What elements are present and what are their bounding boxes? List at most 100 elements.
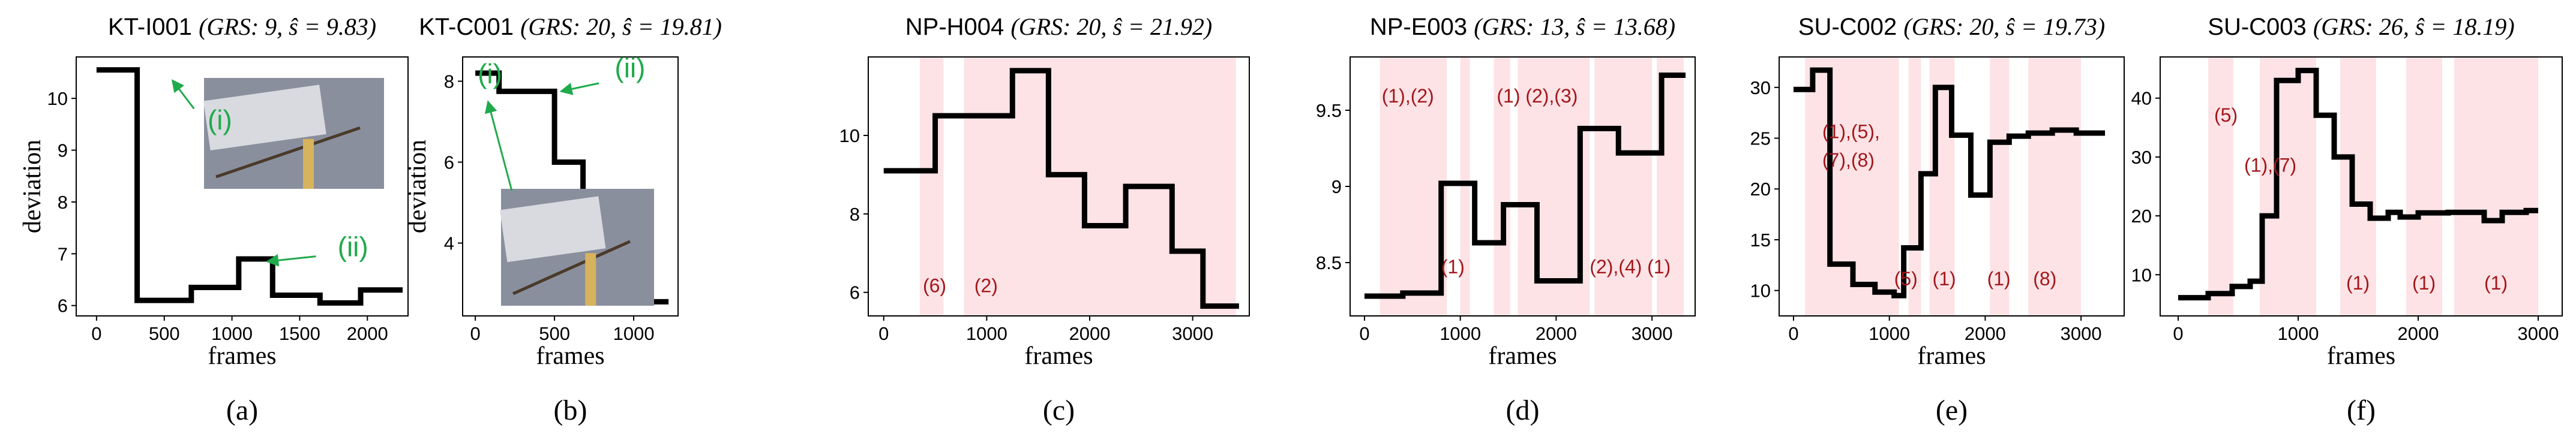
y-tick-label: 10 xyxy=(1750,281,1771,302)
annotation-label: (5) xyxy=(2214,104,2238,126)
inset-photo-tool xyxy=(512,240,631,296)
y-tick-label: 4 xyxy=(444,233,454,254)
x-tick-label: 1000 xyxy=(211,323,253,344)
y-tick-label: 40 xyxy=(2131,88,2152,109)
highlight-band xyxy=(1380,57,1447,316)
annotation-arrow xyxy=(559,82,599,95)
panel-caption: (f) xyxy=(2347,394,2376,426)
series-line xyxy=(2178,68,2538,301)
series-line xyxy=(1793,67,2106,299)
y-tick-label: 8 xyxy=(444,71,454,92)
highlight-band xyxy=(2028,57,2082,316)
x-axis-label: frames xyxy=(1917,342,1986,370)
chart-title-formula: (GRS: 20, ŝ = 21.92) xyxy=(1010,13,1212,40)
chart-title: KT-C001 (GRS: 20, ŝ = 19.81) xyxy=(419,13,722,40)
chart-panel-c: 0 1000 2000 3000 6 8 10 (6) (2) NP-H004 (GRS: 20,… xyxy=(839,13,1250,426)
plot-frame xyxy=(2160,56,2563,317)
annotation-arrow xyxy=(266,254,316,267)
x-axis-label: frames xyxy=(2327,342,2395,370)
annotation-label: (1),(2) xyxy=(1382,85,1434,107)
annotation-label: (1) xyxy=(2346,272,2370,294)
annotation-label-green: (i) xyxy=(208,104,232,135)
series-line xyxy=(1364,72,1686,299)
x-axis-label: frames xyxy=(208,342,276,370)
inset-photo-stripe xyxy=(585,253,596,306)
chart-title-id: KT-C001 xyxy=(419,14,520,40)
chart-title: SU-C002 (GRS: 20, ŝ = 19.73) xyxy=(1798,13,2105,40)
y-tick-label: 9 xyxy=(1332,176,1342,197)
highlight-band xyxy=(1494,57,1510,316)
y-axis-label: deviation xyxy=(19,140,46,233)
plot-frame xyxy=(76,56,409,317)
y-tick-label: 6 xyxy=(444,152,454,173)
x-tick-label: 3000 xyxy=(2518,323,2559,344)
chart-title-formula: (GRS: 13, ŝ = 13.68) xyxy=(1474,13,1675,40)
annotation-label: (8) xyxy=(2033,268,2056,290)
annotation-arrow xyxy=(484,100,513,191)
highlight-band xyxy=(2340,57,2376,316)
x-tick-label: 0 xyxy=(1788,323,1798,344)
panel-caption: (e) xyxy=(1936,394,1968,426)
y-tick-label: 6 xyxy=(850,282,860,303)
chart-panel-a: 0 500 1000 1500 2000 6 7 8 9 10 (i) (ii) KT-I001 (GR… xyxy=(19,13,409,426)
chart-title: NP-E003 (GRS: 13, ŝ = 13.68) xyxy=(1370,13,1675,40)
y-tick-label: 10 xyxy=(839,125,860,146)
x-tick-label: 2000 xyxy=(1965,323,2006,344)
y-tick-label: 9 xyxy=(58,140,68,161)
x-tick-label: 1000 xyxy=(966,323,1007,344)
y-tick-label: 25 xyxy=(1750,128,1771,149)
highlight-band xyxy=(2406,57,2442,316)
annotation-label: (1) xyxy=(1933,268,1956,290)
y-tick-label: 6 xyxy=(58,296,68,317)
y-tick-label: 8 xyxy=(58,192,68,213)
x-tick-label: 500 xyxy=(539,323,570,344)
chart-title-id: SU-C002 xyxy=(1798,14,1904,40)
annotation-label: (1),(5), xyxy=(1822,121,1880,143)
chart-title-id: NP-H004 xyxy=(905,14,1011,40)
highlight-band xyxy=(964,57,1236,316)
x-tick-label: 0 xyxy=(1359,323,1369,344)
x-tick-label: 3000 xyxy=(1172,323,1213,344)
inset-photo-paper xyxy=(203,85,326,150)
inset-photo xyxy=(203,78,384,189)
y-tick-label: 7 xyxy=(58,243,68,264)
x-tick-label: 3000 xyxy=(1632,323,1673,344)
annotation-label: (1) xyxy=(1441,256,1465,278)
y-axis-label: deviation xyxy=(404,140,431,233)
annotation-label: (7),(8) xyxy=(1822,149,1875,171)
panel-caption: (c) xyxy=(1043,394,1075,426)
x-tick-label: 2000 xyxy=(1536,323,1577,344)
y-tick-label: 8 xyxy=(850,204,860,225)
annotation-label: (5) xyxy=(1894,268,1918,290)
y-tick-label: 20 xyxy=(2131,206,2152,227)
y-tick-label: 10 xyxy=(2131,264,2152,285)
highlight-band xyxy=(1594,57,1653,316)
annotation-label-green: (ii) xyxy=(338,231,368,263)
annotation-label: (1) xyxy=(1987,268,2011,290)
highlight-band xyxy=(1990,57,2010,316)
x-tick-label: 0 xyxy=(2173,323,2183,344)
highlight-band xyxy=(2208,57,2233,316)
panel-caption: (a) xyxy=(226,394,258,426)
annotation-arrow xyxy=(171,79,195,110)
x-axis-label: frames xyxy=(1024,342,1093,370)
x-tick-label: 1000 xyxy=(1440,323,1481,344)
x-tick-label: 500 xyxy=(149,323,180,344)
panel-caption: (b) xyxy=(554,394,587,426)
inset-photo xyxy=(500,189,654,306)
annotation-label: (2) xyxy=(974,275,998,297)
chart-title: SU-C003 (GRS: 26, ŝ = 18.19) xyxy=(2208,13,2514,40)
series-line xyxy=(96,67,403,306)
annotation-label: (1),(7) xyxy=(2244,154,2296,176)
x-tick-label: 2000 xyxy=(347,323,388,344)
annotation-label: (1) xyxy=(1497,85,1520,107)
chart-panel-b: 0 500 1000 4 6 8 (i) (ii) KT-C001 (GRS: 20, ŝ = … xyxy=(404,13,722,426)
highlight-band xyxy=(2260,57,2316,316)
x-tick-label: 0 xyxy=(91,323,101,344)
highlight-band xyxy=(919,57,944,316)
y-tick-label: 8.5 xyxy=(1316,252,1342,273)
annotation-label: (1) xyxy=(1647,256,1671,278)
panel-caption: (d) xyxy=(1506,394,1540,426)
